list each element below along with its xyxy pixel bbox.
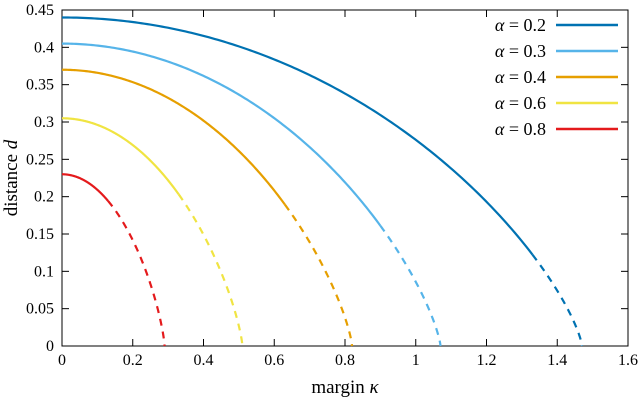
series-curve-dashed — [531, 254, 584, 347]
legend-entry-label: α = 0.4 — [495, 67, 546, 87]
series-curves — [61, 16, 584, 347]
series-curve-solid — [62, 173, 109, 202]
legend-entry-label: α = 0.3 — [495, 41, 546, 61]
legend-entry-label: α = 0.2 — [495, 15, 546, 35]
y-tick-label: 0.1 — [34, 263, 54, 280]
series-curve-solid — [62, 117, 180, 196]
y-tick-label: 0.05 — [26, 301, 54, 318]
x-tick-label: 0 — [58, 352, 66, 369]
y-axis-label: distance d — [1, 139, 22, 216]
x-tick-label: 1.6 — [618, 352, 638, 369]
y-tick-label: 0.45 — [26, 2, 54, 19]
x-tick-label: 0.2 — [123, 352, 143, 369]
series-curve-solid — [61, 68, 286, 206]
y-tick-label: 0.2 — [34, 189, 54, 206]
legend: α = 0.2 α = 0.3 α = 0.4 α = 0.6 α = 0.8 — [495, 15, 618, 139]
series-curve-solid — [61, 42, 382, 227]
axis-ticks — [61, 9, 629, 347]
y-tick-label: 0.25 — [26, 151, 54, 168]
legend-entry-label: α = 0.8 — [495, 119, 546, 139]
x-tick-label: 0.6 — [264, 352, 284, 369]
series-curve-dashed — [107, 200, 166, 347]
x-tick-label: 0.8 — [335, 352, 355, 369]
y-tick-label: 0.4 — [34, 39, 54, 56]
series-curve-dashed — [177, 193, 244, 347]
y-tick-label: 0.35 — [26, 77, 54, 94]
x-tick-label: 0.4 — [194, 352, 214, 369]
x-tick-label: 1 — [412, 352, 420, 369]
y-tick-label: 0.15 — [26, 226, 54, 243]
series-curve-dashed — [379, 225, 442, 347]
y-tick-label: 0 — [46, 338, 54, 355]
series-curve-solid — [62, 16, 534, 256]
x-tick-label: 1.4 — [547, 352, 567, 369]
x-tick-label: 1.2 — [477, 352, 497, 369]
series-curve-dashed — [283, 203, 354, 347]
x-axis-label: margin κ — [311, 377, 379, 398]
legend-entry-label: α = 0.6 — [495, 93, 546, 113]
y-tick-label: 0.3 — [34, 114, 54, 131]
